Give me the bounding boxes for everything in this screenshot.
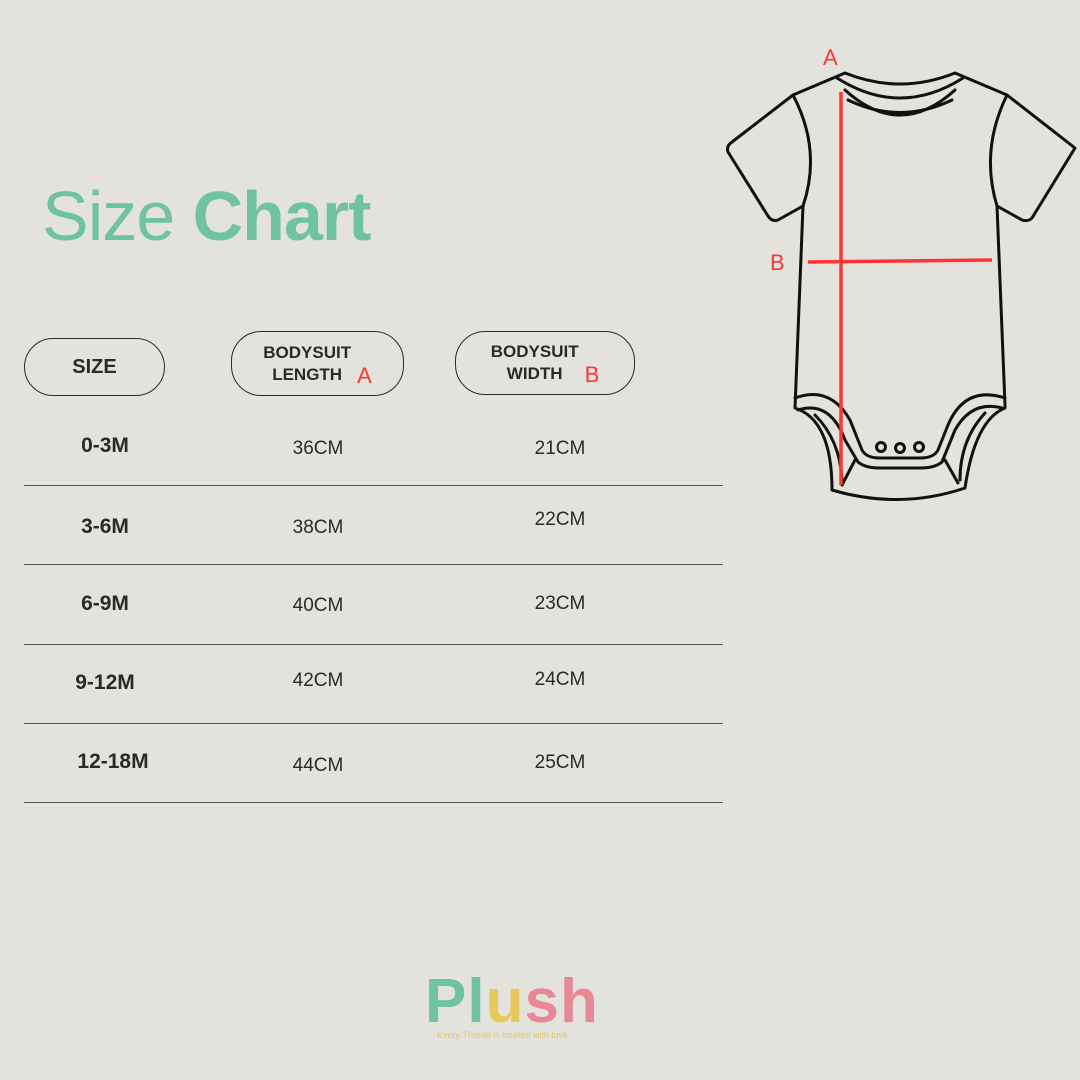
header-length: BODYSUIT LENGTH A bbox=[231, 331, 404, 396]
header-size: SIZE bbox=[24, 338, 165, 396]
row-length: 44CM bbox=[292, 755, 344, 776]
header-size-label: SIZE bbox=[72, 356, 117, 378]
page-title: Size Chart bbox=[42, 176, 372, 256]
row-width: 21CM bbox=[534, 438, 586, 459]
bodysuit-outline-icon bbox=[726, 71, 1077, 501]
divider bbox=[24, 564, 723, 565]
brand-logo: Plush bbox=[425, 967, 599, 1036]
row-size: 9-12M bbox=[75, 671, 135, 694]
marker-b: B bbox=[584, 362, 600, 387]
title-light: Size bbox=[42, 177, 175, 255]
row-size: 3-6M bbox=[81, 515, 129, 538]
diagram-label-b: B bbox=[770, 250, 785, 275]
row-size: 0-3M bbox=[81, 434, 129, 457]
row-length: 42CM bbox=[292, 670, 344, 691]
header-width-label: BODYSUIT WIDTH bbox=[490, 342, 579, 383]
row-width: 22CM bbox=[534, 509, 586, 530]
divider bbox=[24, 644, 723, 645]
divider bbox=[24, 485, 723, 486]
row-width: 25CM bbox=[534, 752, 586, 773]
marker-a: A bbox=[357, 363, 372, 388]
row-width: 23CM bbox=[534, 593, 586, 614]
header-length-label: BODYSUIT LENGTH bbox=[263, 342, 352, 384]
divider bbox=[24, 723, 723, 724]
row-length: 40CM bbox=[292, 595, 344, 616]
divider bbox=[24, 802, 723, 803]
header-width: BODYSUIT WIDTH B bbox=[455, 331, 635, 395]
width-measure-line bbox=[807, 258, 993, 264]
row-length: 36CM bbox=[292, 438, 344, 459]
row-width: 24CM bbox=[534, 669, 586, 690]
row-size: 12-18M bbox=[77, 750, 149, 773]
row-size: 6-9M bbox=[81, 592, 129, 615]
diagram-label-a: A bbox=[823, 45, 838, 70]
brand-tagline: Every Thread is treated with love bbox=[437, 1030, 568, 1040]
title-bold: Chart bbox=[192, 177, 372, 255]
row-length: 38CM bbox=[292, 517, 344, 538]
